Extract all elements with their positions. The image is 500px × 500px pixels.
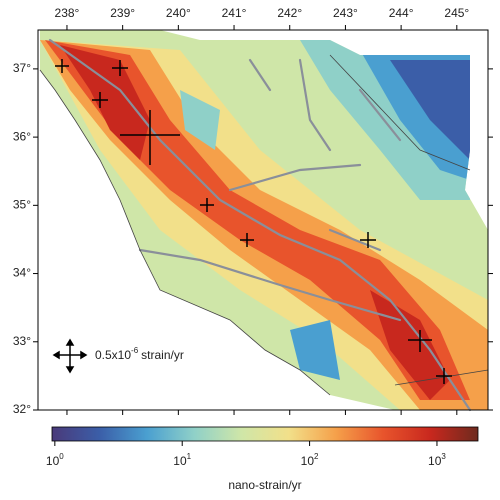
strain-crosses [55, 59, 452, 384]
y-tick-label: 35° [13, 198, 31, 212]
scale-exponent: -6 [131, 346, 139, 355]
x-tick-label: 239° [110, 6, 135, 20]
colorbar-tick-exponent: 2 [314, 452, 319, 461]
scale-arrow [52, 338, 88, 374]
y-tick-label: 32° [13, 402, 31, 416]
x-tick-label: 238° [55, 6, 80, 20]
colorbar-tick-label: 102 [301, 452, 319, 468]
colorbar-tick-base: 10 [46, 454, 60, 468]
colorbar-tick-exponent: 0 [59, 452, 64, 461]
colorbar-tick-base: 10 [301, 454, 315, 468]
y-tick-label: 36° [13, 129, 31, 143]
colorbar-tick-label: 103 [428, 452, 446, 468]
x-tick-label: 244° [389, 6, 414, 20]
colorbar-label: nano-strain/yr [228, 478, 301, 492]
y-tick-label: 37° [13, 61, 31, 75]
colorbar-tick-label: 101 [173, 452, 191, 468]
colorbar-tick-label: 100 [46, 452, 64, 468]
map-frame [37, 29, 489, 411]
y-tick-label: 34° [13, 266, 31, 280]
colorbar-tick-base: 10 [428, 454, 442, 468]
colorbar [51, 426, 479, 442]
colorbar-tick-base: 10 [173, 454, 187, 468]
faults [39, 38, 489, 412]
x-tick-label: 245° [444, 6, 469, 20]
colorbar-tick-exponent: 3 [441, 452, 446, 461]
scale-unit: strain/yr [141, 348, 184, 362]
colorbar-tick-exponent: 1 [187, 452, 192, 461]
x-tick-label: 241° [222, 6, 247, 20]
y-tick-label: 33° [13, 334, 31, 348]
x-tick-label: 243° [333, 6, 358, 20]
scale-label: 0.5x10-6 strain/yr [95, 346, 184, 362]
x-tick-label: 242° [277, 6, 302, 20]
x-tick-label: 240° [166, 6, 191, 20]
scale-text: 0.5x10 [95, 348, 131, 362]
